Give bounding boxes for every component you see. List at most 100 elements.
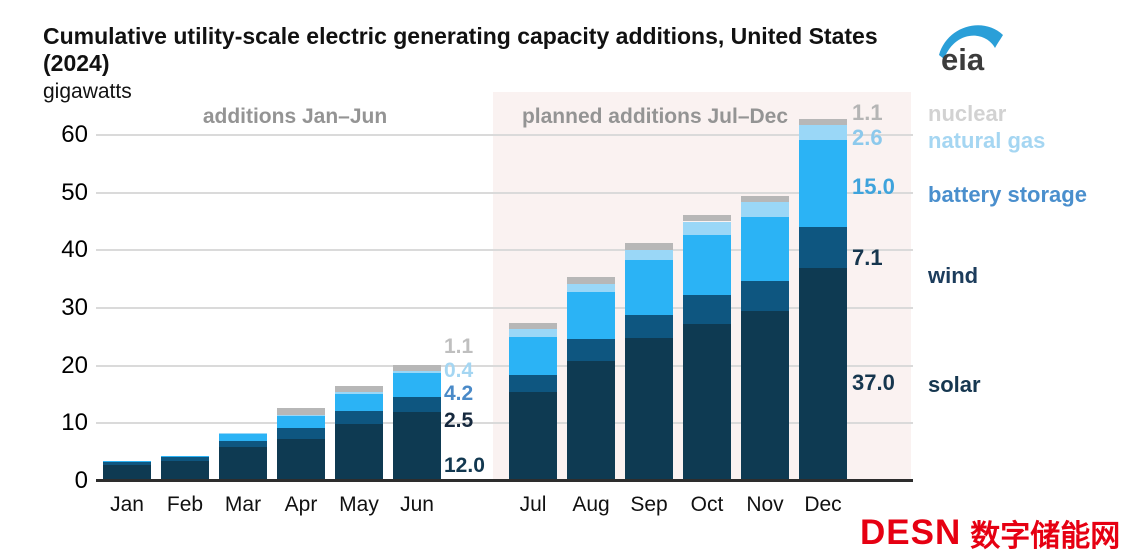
y-axis-units-label: gigawatts (43, 80, 132, 103)
bar-segment-mar-solar (219, 446, 267, 481)
gridline-10 (96, 422, 913, 425)
bar-segment-may-wind (335, 410, 383, 424)
bar-segment-jun-solar (393, 411, 441, 481)
bar-segment-apr-solar (277, 439, 325, 481)
x-axis-line (96, 479, 913, 482)
bar-segment-jul-wind (509, 374, 557, 392)
bar-segment-may-nuclear (335, 385, 383, 393)
bar-segment-may-solar (335, 423, 383, 481)
bar-segment-jun-wind (393, 397, 441, 412)
bar-segment-oct-natural-gas (683, 221, 731, 235)
bar-segment-apr-natural-gas (277, 414, 325, 416)
y-tick-label-60: 60 (61, 121, 88, 148)
gridline-20 (96, 364, 913, 367)
bar-segment-jul-nuclear (509, 322, 557, 330)
y-tick-label-20: 20 (61, 351, 88, 379)
x-tick-label-jun: Jun (400, 493, 434, 516)
bar-segment-sep-nuclear (625, 243, 673, 250)
x-tick-label-nov: Nov (746, 493, 784, 516)
value-label-dec-solar: 37.0 (852, 370, 895, 395)
bar-segment-jan-solar (103, 464, 151, 481)
bar-segment-aug-solar (567, 361, 615, 481)
gridline-60 (96, 134, 913, 136)
svg-text:eia: eia (941, 42, 985, 76)
value-label-jun-battery-storage: 4.2 (444, 382, 474, 405)
x-tick-label-sep: Sep (630, 493, 668, 516)
x-tick-label-apr: Apr (284, 493, 318, 516)
bar-segment-nov-nuclear (741, 196, 789, 203)
chart-title-line2: (2024) (43, 50, 110, 76)
value-label-jun-natural-gas: 0.4 (444, 359, 474, 382)
bar-segment-dec-solar (799, 267, 847, 481)
bar-segment-feb-solar (161, 460, 209, 481)
bar-segment-apr-nuclear (277, 408, 325, 415)
bar-segment-jun-battery-storage (393, 373, 441, 398)
y-tick-label-10: 10 (61, 409, 88, 437)
bar-segment-mar-natural-gas (219, 432, 267, 434)
bar-segment-nov-battery-storage (741, 216, 789, 281)
bar-segment-aug-wind (567, 338, 615, 362)
bar-segment-oct-solar (683, 323, 731, 481)
bar-segment-nov-solar (741, 310, 789, 481)
bar-segment-oct-battery-storage (683, 234, 731, 295)
bar-segment-mar-wind (219, 441, 267, 447)
bar-segment-nov-natural-gas (741, 202, 789, 217)
legend-battery-storage: battery storage (928, 182, 1087, 207)
x-tick-label-may: May (339, 493, 379, 516)
bar-segment-dec-nuclear (799, 118, 847, 126)
bar-segment-jun-nuclear (393, 364, 441, 371)
bar-segment-may-battery-storage (335, 393, 383, 411)
annotation-planned-additions-jul-dec: planned additions Jul–Dec (521, 105, 789, 128)
x-tick-label-dec: Dec (804, 493, 842, 516)
bar-segment-oct-wind (683, 294, 731, 324)
x-tick-label-oct: Oct (690, 493, 724, 516)
eia-logo: eia (933, 18, 1007, 77)
gridline-40 (96, 249, 913, 252)
bar-segment-aug-nuclear (567, 277, 615, 284)
desn-watermark: DESN 数字储能网 (860, 511, 1120, 555)
bar-segment-dec-natural-gas (799, 125, 847, 141)
bar-segment-sep-battery-storage (625, 259, 673, 315)
desn-watermark-latin: DESN (860, 513, 962, 552)
bar-segment-mar-battery-storage (219, 433, 267, 442)
bar-segment-jan-battery-storage (103, 461, 151, 462)
legend-solar: solar (928, 372, 981, 397)
x-tick-label-mar: Mar (224, 493, 262, 516)
bar-segment-dec-battery-storage (799, 140, 847, 227)
bar-segment-may-natural-gas (335, 392, 383, 394)
bar-segment-nov-wind (741, 280, 789, 311)
value-label-jun-wind: 2.5 (444, 409, 474, 432)
bar-segment-jul-natural-gas (509, 329, 557, 338)
value-label-dec-nuclear: 1.1 (852, 100, 883, 125)
value-label-dec-battery-storage: 15.0 (852, 174, 895, 199)
bar-segment-feb-wind (161, 456, 209, 461)
x-tick-label-aug: Aug (572, 493, 610, 516)
y-tick-label-40: 40 (61, 236, 88, 264)
y-tick-label-30: 30 (61, 294, 88, 321)
annotation-additions-jan-jun: additions Jan–Jun (202, 105, 388, 128)
bar-segment-jul-battery-storage (509, 337, 557, 375)
y-tick-label-0: 0 (74, 467, 88, 494)
value-label-dec-natural-gas: 2.6 (852, 125, 883, 150)
x-tick-label-jul: Jul (519, 493, 547, 516)
value-label-jun-solar: 12.0 (444, 454, 485, 477)
legend-nuclear: nuclear (928, 101, 1007, 126)
gridline-50 (96, 191, 913, 194)
bar-segment-sep-solar (625, 337, 673, 481)
chart-title-line1: Cumulative utility-scale electric genera… (43, 23, 878, 49)
desn-watermark-cjk: 数字储能网 (970, 520, 1121, 553)
bar-segment-aug-battery-storage (567, 292, 615, 339)
bar-segment-aug-natural-gas (567, 283, 615, 293)
bar-segment-apr-battery-storage (277, 415, 325, 428)
bar-segment-sep-wind (625, 314, 673, 338)
x-tick-label-jan: Jan (110, 493, 144, 516)
x-tick-label-feb: Feb (166, 493, 204, 516)
y-tick-label-50: 50 (61, 178, 88, 206)
bar-segment-jul-solar (509, 391, 557, 481)
bar-segment-sep-natural-gas (625, 249, 673, 260)
value-label-jun-nuclear: 1.1 (444, 335, 474, 358)
bar-segment-oct-nuclear (683, 215, 731, 222)
value-label-dec-wind: 7.1 (852, 245, 883, 270)
legend-natural-gas: natural gas (928, 128, 1046, 153)
